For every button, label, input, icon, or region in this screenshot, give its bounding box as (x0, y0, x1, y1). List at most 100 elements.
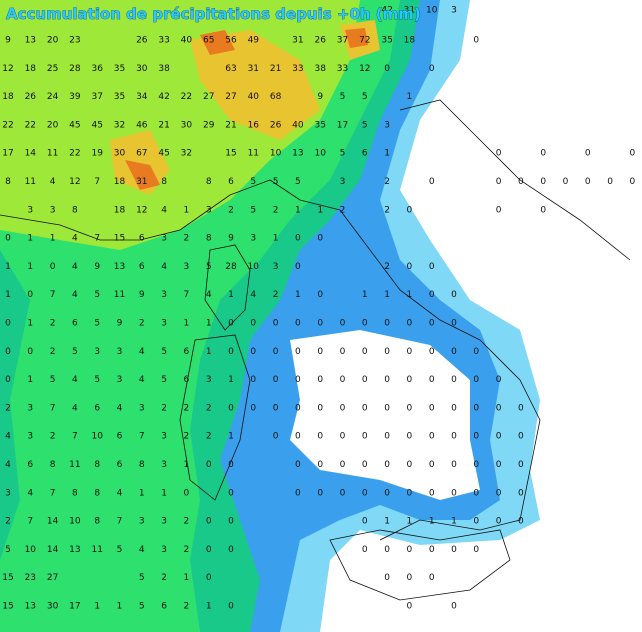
value-label: 0 (384, 488, 390, 498)
value-label: 4 (50, 177, 56, 187)
value-label: 2 (184, 432, 190, 442)
value-label: 0 (295, 319, 301, 329)
value-label: 35 (314, 120, 325, 130)
value-label: 67 (136, 149, 147, 159)
value-label: 0 (429, 64, 435, 74)
value-label: 3 (206, 205, 212, 215)
value-label: 8 (94, 488, 100, 498)
value-label: 0 (407, 488, 413, 498)
value-label: 2 (384, 177, 390, 187)
value-label: 0 (407, 319, 413, 329)
value-label: 40 (248, 92, 260, 102)
value-label: 0 (273, 375, 279, 385)
value-label: 0 (429, 375, 435, 385)
value-label: 9 (139, 290, 145, 300)
value-label: 45 (69, 120, 80, 130)
value-label: 15 (2, 602, 13, 612)
value-label: 0 (563, 177, 569, 187)
value-label: 3 (27, 432, 33, 442)
value-label: 1 (273, 234, 279, 244)
value-label: 0 (451, 403, 457, 413)
value-label: 0 (250, 347, 256, 357)
value-label: 0 (585, 149, 591, 159)
value-label: 1 (317, 205, 323, 215)
value-label: 10 (270, 149, 282, 159)
value-label: 8 (72, 488, 78, 498)
value-label: 0 (607, 177, 613, 187)
value-label: 1 (206, 319, 212, 329)
value-label: 7 (50, 290, 56, 300)
value-label: 0 (496, 488, 502, 498)
value-label: 0 (384, 573, 390, 583)
value-label: 5 (50, 375, 56, 385)
value-label: 0 (473, 460, 479, 470)
value-label: 0 (518, 432, 524, 442)
value-label: 6 (72, 319, 78, 329)
value-label: 0 (27, 290, 33, 300)
value-label: 0 (228, 347, 234, 357)
value-label: 0 (407, 403, 413, 413)
value-label: 6 (362, 149, 368, 159)
value-label: 1 (295, 205, 301, 215)
value-label: 31 (248, 64, 259, 74)
value-label: 33 (158, 36, 169, 46)
value-label: 13 (114, 262, 125, 272)
value-label: 15 (2, 573, 13, 583)
value-label: 4 (5, 460, 11, 470)
value-label: 40 (181, 36, 193, 46)
value-label: 30 (47, 602, 59, 612)
value-label: 1 (362, 290, 368, 300)
value-label: 68 (270, 92, 282, 102)
value-label: 0 (473, 488, 479, 498)
value-label: 1 (184, 460, 190, 470)
value-label: 5 (94, 319, 100, 329)
value-label: 27 (203, 92, 214, 102)
value-label: 2 (206, 403, 212, 413)
value-label: 1 (50, 234, 56, 244)
value-label: 5 (250, 177, 256, 187)
value-label: 0 (228, 488, 234, 498)
value-label: 10 (91, 432, 103, 442)
value-label: 0 (384, 64, 390, 74)
value-label: 21 (158, 120, 169, 130)
value-label: 3 (340, 177, 346, 187)
value-label: 33 (292, 64, 303, 74)
value-label: 0 (540, 149, 546, 159)
value-label: 0 (228, 517, 234, 527)
value-label: 4 (27, 488, 33, 498)
value-label: 1 (206, 347, 212, 357)
value-label: 38 (314, 64, 326, 74)
value-label: 35 (114, 92, 125, 102)
value-label: 2 (184, 403, 190, 413)
value-label: 2 (161, 573, 167, 583)
value-label: 6 (27, 460, 33, 470)
value-label: 38 (158, 64, 170, 74)
sardinia (179, 334, 251, 501)
value-label: 0 (407, 602, 413, 612)
value-label: 0 (429, 347, 435, 357)
value-label: 0 (340, 403, 346, 413)
very-heavy-rain-area (110, 20, 380, 195)
value-label: 1 (5, 262, 11, 272)
value-label: 9 (117, 319, 123, 329)
value-label: 2 (384, 262, 390, 272)
value-label: 22 (181, 92, 192, 102)
value-label: 0 (340, 432, 346, 442)
value-label: 0 (206, 545, 212, 555)
value-label: 0 (340, 347, 346, 357)
value-label: 9 (5, 36, 11, 46)
value-label: 13 (292, 149, 303, 159)
value-label: 3 (273, 262, 279, 272)
value-label: 0 (362, 375, 368, 385)
value-label: 4 (72, 375, 78, 385)
value-label: 0 (407, 573, 413, 583)
value-label: 1 (184, 205, 190, 215)
value-label: 0 (362, 432, 368, 442)
value-label: 6 (184, 375, 190, 385)
value-label: 15 (225, 149, 236, 159)
value-label: 0 (473, 375, 479, 385)
value-label: 0 (451, 602, 457, 612)
value-label: 7 (184, 290, 190, 300)
value-label: 0 (407, 432, 413, 442)
value-label: 2 (340, 205, 346, 215)
